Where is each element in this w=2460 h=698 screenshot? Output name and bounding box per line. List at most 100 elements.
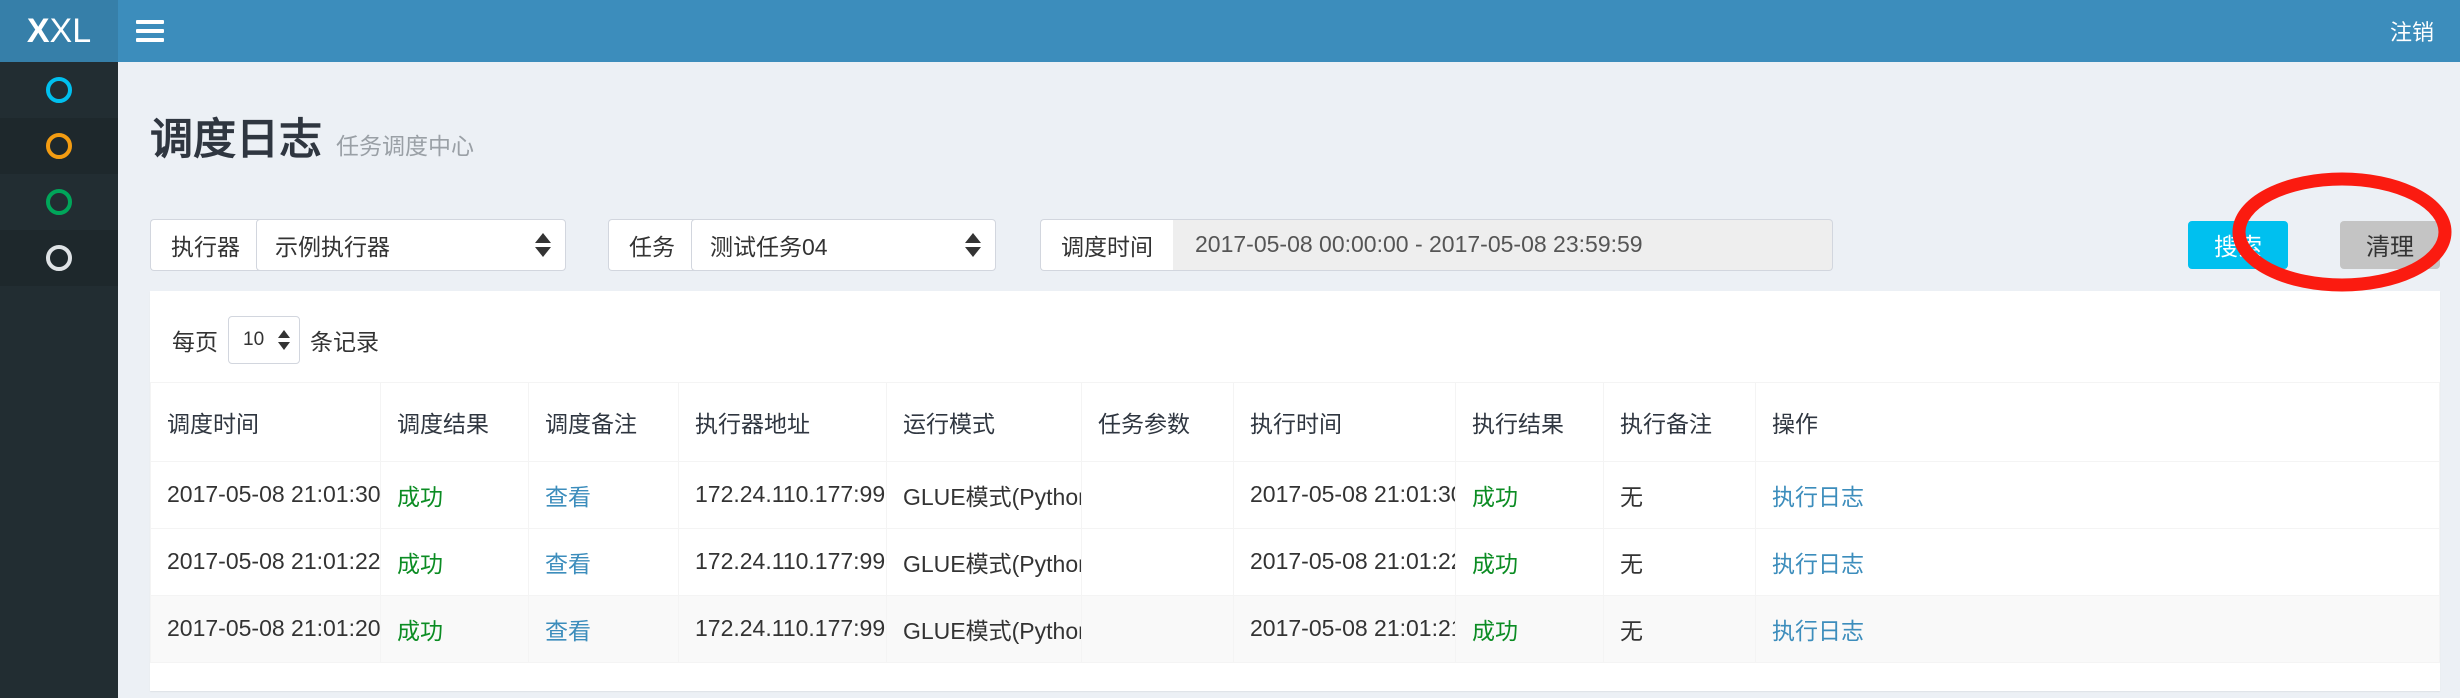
cell-exec-result: 成功 [1455,594,1604,663]
cell-exec-note: 无 [1603,594,1756,663]
sidebar-item-3[interactable] [0,174,118,230]
cell-job-params [1081,594,1234,663]
view-sched-note-link[interactable]: 查看 [545,550,591,577]
table-row: 2017-05-08 21:01:22 成功 查看 172.24.110.177… [150,527,2440,596]
col-header-exec-time[interactable]: 执行时间 [1233,381,1456,462]
filter-bar: 执行器 示例执行器 任务 测试任务04 调度时间 2017-05-08 00:0… [150,218,2440,271]
cell-sched-note: 查看 [528,527,679,596]
job-filter-group: 任务 测试任务04 [608,218,996,271]
job-select[interactable]: 测试任务04 [691,218,996,271]
cell-exec-note: 无 [1603,527,1756,596]
spinner-arrows-icon [965,232,981,257]
executor-select[interactable]: 示例执行器 [256,218,566,271]
logo-rest-part: XL [49,12,92,50]
circle-icon [46,189,72,215]
sidebar-item-1[interactable] [0,62,118,118]
page-subtitle: 任务调度中心 [336,132,474,159]
exec-log-link[interactable]: 执行日志 [1772,550,1864,577]
date-filter-group: 调度时间 2017-05-08 00:00:00 - 2017-05-08 23… [1040,218,1833,271]
col-header-exec-result[interactable]: 执行结果 [1455,381,1604,462]
hamburger-bar-3 [136,38,164,42]
cell-operation: 执行日志 [1755,594,2440,663]
cell-exec-result: 成功 [1455,460,1604,529]
hamburger-bar-2 [136,29,164,33]
col-header-sched-time[interactable]: 调度时间 [150,381,381,462]
cell-run-mode: GLUE模式(Python) [886,460,1082,529]
circle-icon [46,133,72,159]
hamburger-icon[interactable] [118,0,182,62]
cell-executor-address: 172.24.110.177:9999 [678,460,887,529]
cell-sched-time: 2017-05-08 21:01:20 [150,594,381,663]
cell-operation: 执行日志 [1755,527,2440,596]
page-header: 调度日志 任务调度中心 [118,62,2460,193]
circle-icon [46,245,72,271]
cell-run-mode: GLUE模式(Python) [886,527,1082,596]
top-header-bar: XXL 注销 [0,0,2460,62]
logo-bold-part: X [26,12,50,50]
sidebar-item-2[interactable] [0,118,118,174]
executor-select-value: 示例执行器 [275,233,390,260]
date-filter-label: 调度时间 [1040,218,1173,271]
page-title: 调度日志 [150,115,322,164]
col-header-exec-note[interactable]: 执行备注 [1603,381,1756,462]
schedule-log-table: 调度时间 调度结果 调度备注 执行器地址 运行模式 任务参数 执行时间 执行结果… [150,381,2440,663]
cell-sched-result: 成功 [380,460,529,529]
col-header-executor-address[interactable]: 执行器地址 [678,381,887,462]
table-header-row: 调度时间 调度结果 调度备注 执行器地址 运行模式 任务参数 执行时间 执行结果… [150,381,2440,462]
executor-filter-group: 执行器 示例执行器 [150,218,566,271]
page-size-suffix-label: 条记录 [310,328,379,355]
cell-executor-address: 172.24.110.177:9999 [678,527,887,596]
col-header-operation[interactable]: 操作 [1755,381,2440,462]
search-button[interactable]: 搜索 [2188,220,2288,269]
cell-exec-result: 成功 [1455,527,1604,596]
view-sched-note-link[interactable]: 查看 [545,483,591,510]
sidebar-item-4[interactable] [0,230,118,286]
cell-sched-note: 查看 [528,460,679,529]
sidebar [0,62,118,698]
spinner-arrows-icon [278,329,290,350]
table-row: 2017-05-08 21:01:30 成功 查看 172.24.110.177… [150,460,2440,529]
col-header-sched-note[interactable]: 调度备注 [528,381,679,462]
logout-link[interactable]: 注销 [2389,20,2434,45]
job-filter-label: 任务 [608,218,695,271]
cell-sched-time: 2017-05-08 21:01:22 [150,527,381,596]
page-size-control: 每页 10 条记录 [150,294,2440,382]
exec-log-link[interactable]: 执行日志 [1772,617,1864,644]
executor-filter-label: 执行器 [150,218,260,271]
date-range-input[interactable]: 2017-05-08 00:00:00 - 2017-05-08 23:59:5… [1173,218,1833,271]
col-header-sched-result[interactable]: 调度结果 [380,381,529,462]
cell-exec-time: 2017-05-08 21:01:22 [1233,527,1456,596]
clear-button[interactable]: 清理 [2340,220,2440,269]
cell-run-mode: GLUE模式(Python) [886,594,1082,663]
cell-sched-result: 成功 [380,527,529,596]
circle-icon [46,77,72,103]
log-panel: 每页 10 条记录 调度时间 调度结果 调度备注 执行器地址 运行模式 任务参数… [150,290,2440,691]
cell-job-params [1081,460,1234,529]
cell-sched-time: 2017-05-08 21:01:30 [150,460,381,529]
filter-buttons: 搜索 清理 [2188,220,2440,269]
table-head: 调度时间 调度结果 调度备注 执行器地址 运行模式 任务参数 执行时间 执行结果… [150,381,2440,462]
table-body: 2017-05-08 21:01:30 成功 查看 172.24.110.177… [150,460,2440,663]
view-sched-note-link[interactable]: 查看 [545,617,591,644]
exec-log-link[interactable]: 执行日志 [1772,483,1864,510]
cell-exec-note: 无 [1603,460,1756,529]
page-size-select[interactable]: 10 [228,315,300,364]
col-header-job-params[interactable]: 任务参数 [1081,381,1234,462]
spinner-arrows-icon [535,232,551,257]
page-size-value: 10 [243,328,265,350]
app-logo-text: XXL [27,14,91,48]
cell-exec-time: 2017-05-08 21:01:21 [1233,594,1456,663]
cell-exec-time: 2017-05-08 21:01:30 [1233,460,1456,529]
table-row: 2017-05-08 21:01:20 成功 查看 172.24.110.177… [150,594,2440,663]
cell-operation: 执行日志 [1755,460,2440,529]
cell-sched-result: 成功 [380,594,529,663]
app-logo[interactable]: XXL [0,0,118,62]
job-select-value: 测试任务04 [710,233,828,260]
date-range-value: 2017-05-08 00:00:00 - 2017-05-08 23:59:5… [1195,231,1643,258]
cell-job-params [1081,527,1234,596]
cell-executor-address: 172.24.110.177:9999 [678,594,887,663]
page-size-prefix-label: 每页 [172,328,218,355]
hamburger-bar-1 [136,20,164,24]
col-header-run-mode[interactable]: 运行模式 [886,381,1082,462]
cell-sched-note: 查看 [528,594,679,663]
